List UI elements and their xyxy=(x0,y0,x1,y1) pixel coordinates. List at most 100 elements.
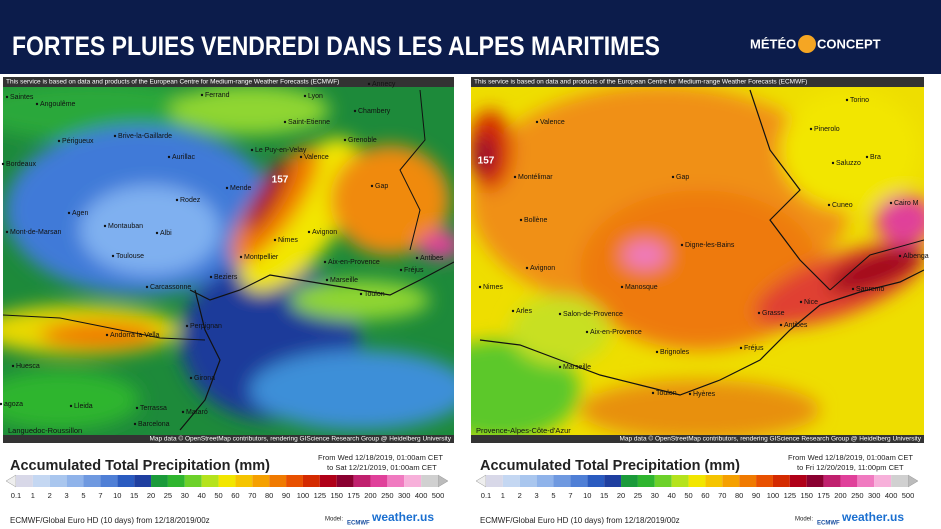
city-dot xyxy=(239,255,243,259)
city-label: Valence xyxy=(540,119,565,126)
city-label: Ferrand xyxy=(205,92,230,99)
city-label: Salon-de-Provence xyxy=(563,311,623,318)
city-dot xyxy=(323,260,327,264)
city-label: Mataró xyxy=(186,409,208,416)
scale-swatch xyxy=(756,475,773,487)
city-dot xyxy=(370,184,374,188)
city-label: Bordeaux xyxy=(6,161,36,168)
scale-swatch xyxy=(336,475,354,487)
logo-part2: CONCEPT xyxy=(817,36,881,51)
city-label: Beziers xyxy=(214,274,238,281)
city-label: Mende xyxy=(230,185,252,192)
scale-swatch xyxy=(739,475,757,487)
attribution: This service is based on data and produc… xyxy=(474,79,807,86)
scale-swatch xyxy=(387,475,405,487)
city-dot xyxy=(827,203,831,207)
scale-label: 3 xyxy=(65,491,69,500)
scale-swatch xyxy=(874,475,892,487)
scale-label: 30 xyxy=(181,491,189,500)
city-label: Fréjus xyxy=(744,345,764,352)
city-label: agoza xyxy=(4,401,23,408)
city-dot xyxy=(145,285,149,289)
scale-swatch xyxy=(823,475,841,487)
scale-swatch xyxy=(286,475,303,487)
city-dot xyxy=(5,95,9,99)
scale-swatch xyxy=(235,475,253,487)
scale-swatch xyxy=(789,475,807,487)
attribution-bar xyxy=(3,435,454,443)
legend-from: From Wed 12/18/2019, 01:00am CET xyxy=(788,453,913,462)
scale-label: 400 xyxy=(415,491,428,500)
city-label: Albenga xyxy=(903,253,929,260)
attribution-bar xyxy=(471,77,924,87)
scale-label: 7 xyxy=(568,491,572,500)
city-dot xyxy=(189,376,193,380)
city-label: Gap xyxy=(375,183,388,190)
scale-arrow xyxy=(5,474,17,488)
city-dot xyxy=(558,365,562,369)
scale-arrow xyxy=(907,474,919,488)
scale-swatch xyxy=(66,475,84,487)
city-label: Brignoles xyxy=(660,349,690,356)
city-dot xyxy=(845,98,849,102)
city-label: Valence xyxy=(304,154,329,161)
city-dot xyxy=(250,148,254,152)
city-label: Agen xyxy=(72,210,88,217)
scale-label: 70 xyxy=(248,491,256,500)
city-label: Avignon xyxy=(530,265,555,272)
scale-swatch xyxy=(840,475,858,487)
logo-part1: MÉTÉO xyxy=(750,36,796,51)
city-dot xyxy=(353,109,357,113)
scale-label: 150 xyxy=(330,491,343,500)
scale-swatch xyxy=(806,475,824,487)
scale-label: 5 xyxy=(551,491,555,500)
scale-swatch xyxy=(705,475,723,487)
scale-label: 0.1 xyxy=(11,491,21,500)
scale-label: 2 xyxy=(48,491,52,500)
city-dot xyxy=(1,162,5,166)
scale-label: 300 xyxy=(398,491,411,500)
city-label: Antibes xyxy=(784,322,808,329)
scale-swatch xyxy=(134,475,152,487)
map-right xyxy=(471,87,924,435)
scale-label: 15 xyxy=(130,491,138,500)
scale-label: 25 xyxy=(164,491,172,500)
city-dot xyxy=(57,139,61,143)
model-label: Model: xyxy=(795,517,813,523)
scale-label: 50 xyxy=(214,491,222,500)
scale-label: 15 xyxy=(600,491,608,500)
scale-label: 90 xyxy=(282,491,290,500)
city-label: Mont-de-Marsan xyxy=(10,229,61,236)
city-dot xyxy=(671,175,675,179)
city-dot xyxy=(519,218,523,222)
city-dot xyxy=(325,278,329,282)
city-dot xyxy=(525,266,529,270)
city-dot xyxy=(35,102,39,106)
city-label: Marseille xyxy=(563,364,591,371)
city-dot xyxy=(359,292,363,296)
model-run: ECMWF/Global Euro HD (10 days) from 12/1… xyxy=(10,516,210,525)
scale-label: 100 xyxy=(767,491,780,500)
city-label: Perpignan xyxy=(190,323,222,330)
model-label: Model: xyxy=(325,517,343,523)
city-label: Huesca xyxy=(16,363,40,370)
city-label: Bra xyxy=(870,154,881,161)
scale-label: 20 xyxy=(147,491,155,500)
city-dot xyxy=(5,230,9,234)
scale-swatch xyxy=(269,475,287,487)
city-label: Andorra la Vella xyxy=(110,332,160,339)
city-dot xyxy=(898,254,902,258)
scale-label: 400 xyxy=(885,491,898,500)
city-label: Arles xyxy=(516,308,532,315)
city-dot xyxy=(651,391,655,395)
city-dot xyxy=(167,155,171,159)
city-dot xyxy=(513,175,517,179)
scale-swatch xyxy=(654,475,672,487)
city-label: Montpellier xyxy=(244,254,279,261)
scale-label: 175 xyxy=(817,491,830,500)
city-label: Brive-la-Gaillarde xyxy=(118,133,172,140)
city-label: Digne-les-Bains xyxy=(685,242,735,249)
scale-swatch xyxy=(553,475,571,487)
scale-label: 250 xyxy=(851,491,864,500)
scale-swatch xyxy=(857,475,875,487)
